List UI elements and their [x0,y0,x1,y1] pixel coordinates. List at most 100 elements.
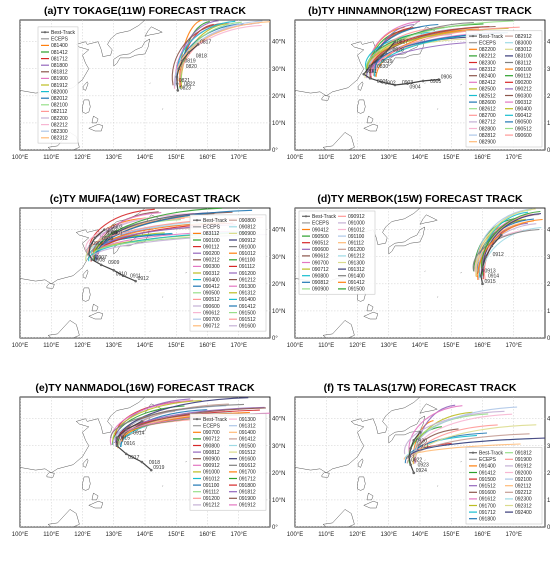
legend-label: 091600 [239,324,256,330]
best-track-point [89,244,92,248]
coastline-visayas [91,303,99,312]
y-tick-label: 30°N [547,255,550,261]
legend-label: 091500 [239,310,256,316]
legend-label: 090800 [312,274,329,280]
y-tick-label: 10°N [547,498,550,504]
track-date-label: 0914 [133,431,144,437]
forecast-track [180,23,214,87]
track-date-label: 0921 [418,443,429,449]
coastline-taiwan [82,458,89,468]
legend-marker [471,451,475,454]
y-tick-label: 40°N [547,228,550,234]
legend-label: 091312 [348,267,365,273]
legend-label: 082912 [515,34,532,40]
y-tick-label: 40°N [547,40,550,46]
legend-label: 081912 [51,83,68,89]
forecast-track [373,23,414,73]
best-track-point [381,80,384,84]
coastline-luzon [357,476,366,491]
x-tick-label: 150°E [168,155,184,161]
best-track-point [115,444,119,448]
coastline-island [149,270,151,272]
forecast-track [171,22,224,86]
legend-label: 091212 [239,277,256,283]
x-tick-label: 140°E [412,343,428,349]
coastline-borneo [47,509,80,527]
legend-marker [195,418,199,421]
track-date-label: 0911 [130,274,141,280]
best-track-point [384,51,387,54]
legend-label: 082800 [479,126,496,132]
legend-label: 090700 [203,430,220,436]
x-tick-label: 150°E [168,532,184,538]
coastline-luzon [357,99,366,114]
legend-label: 083000 [515,41,532,47]
legend-label: 092312 [515,503,532,509]
best-track-point [484,255,487,259]
y-tick-label: 10°N [547,121,550,127]
track-date-label: 0918 [149,460,160,466]
legend-label: 091512 [239,317,256,323]
best-track-point [112,268,116,272]
best-track-point [115,436,119,439]
legend-label: 090212 [203,258,220,264]
legend-label: 090812 [239,225,256,231]
forecast-track [472,228,540,272]
legend-label: 090200 [203,251,220,257]
legend-label: 082700 [479,113,496,119]
coastline-japan [388,415,426,444]
best-track-point [181,59,184,62]
x-tick-label: 130°E [106,155,122,161]
y-tick-label: 20°N [272,282,285,288]
x-tick-label: 110°E [43,343,59,349]
legend-label: 091700 [479,503,496,509]
legend-label: 082900 [479,140,496,146]
coastline-visayas [366,303,374,312]
best-track-point [187,51,191,54]
coastline-luzon [82,287,91,302]
legend-label: 090600 [515,133,532,139]
forecast-track [404,410,505,455]
forecast-track [483,213,533,280]
x-tick-label: 140°E [137,343,153,349]
legend-label: 090900 [239,231,256,237]
x-tick-label: 160°E [474,155,490,161]
coastline-mindanao [363,501,379,509]
y-tick-label: 20°N [547,94,550,100]
legend-label: 090700 [312,260,329,266]
coastline-island [460,272,462,274]
y-tick-label: 0° [272,148,278,154]
x-tick-label: 120°E [74,343,90,349]
legend-label: 092100 [515,477,532,483]
x-tick-label: 170°E [231,343,247,349]
forecast-track [375,26,520,72]
legend-label: 090912 [239,238,256,244]
legend-label: 091312 [239,291,256,297]
coastline-taiwan [82,269,89,279]
best-track-point [479,274,483,278]
legend-label: 091012 [239,251,256,257]
legend-label: 090912 [203,463,220,469]
legend-box [189,413,267,511]
legend-label: 081800 [51,63,68,69]
legend-label: 083100 [515,54,532,60]
legend-label: 081900 [51,76,68,82]
coastline-hainan [46,283,55,289]
forecast-track [481,210,541,276]
legend-label: 090300 [203,264,220,270]
legend-label: 090512 [203,297,220,303]
x-tick-label: 130°E [381,532,397,538]
track-date-label: 0922 [411,458,422,464]
legend-label: 090312 [203,271,220,277]
track-date-label: 0923 [418,463,429,469]
x-tick-label: 140°E [412,532,428,538]
coastline-hainan [321,95,330,101]
x-tick-label: 130°E [381,343,397,349]
legend-label: 091800 [239,483,256,489]
forecast-track [180,21,242,83]
best-track-point [177,67,181,71]
x-tick-label: 110°E [43,532,59,538]
x-tick-label: 170°E [506,155,522,161]
legend-label: 092000 [515,470,532,476]
legend-label: 090100 [515,67,532,73]
